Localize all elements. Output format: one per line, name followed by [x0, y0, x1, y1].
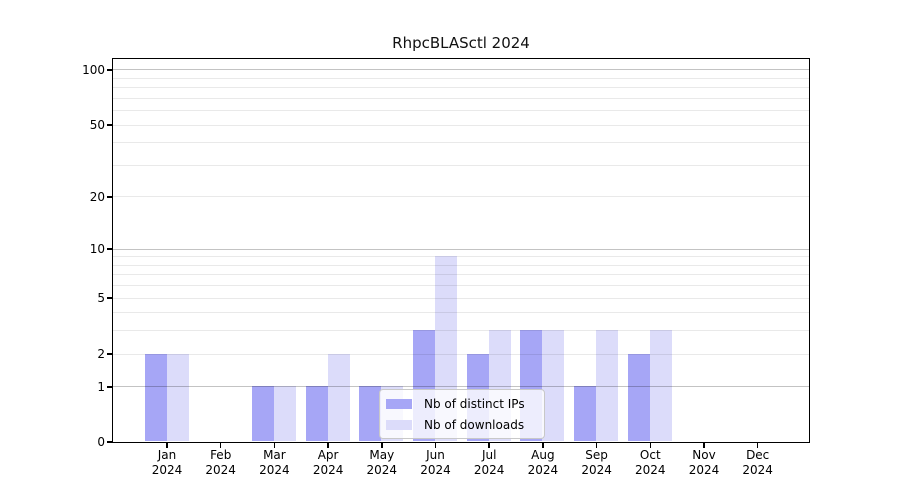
y-tick	[107, 196, 112, 198]
y-tick-label: 20	[89, 189, 105, 204]
y-tick	[107, 124, 112, 126]
bar-distinct-ips	[359, 386, 382, 441]
x-tick-label: Mar 2024	[259, 448, 290, 477]
x-tick-label: May 2024	[366, 448, 398, 477]
y-tick-label: 0	[97, 435, 105, 449]
x-tick	[756, 443, 759, 448]
x-tick	[542, 443, 544, 448]
gridline-major	[113, 69, 809, 71]
bar-distinct-ips	[305, 386, 328, 441]
x-tick	[595, 443, 598, 448]
legend-swatch-downloads	[386, 419, 412, 430]
x-tick-label: Jun 2024	[420, 448, 451, 477]
x-tick	[649, 443, 652, 448]
x-tick-label: Nov 2024	[688, 448, 720, 477]
gridline-minor	[113, 297, 809, 299]
legend-label-downloads: Nb of downloads	[424, 417, 525, 432]
y-tick-label: 5	[97, 291, 105, 306]
x-tick-label: Jan 2024	[151, 448, 183, 477]
x-tick	[327, 443, 329, 448]
gridline-minor	[113, 110, 809, 112]
legend-swatch-distinct-ips	[386, 398, 412, 409]
bar-distinct-ips	[627, 353, 650, 441]
legend-item-downloads: Nb of downloads	[386, 417, 538, 433]
x-tick-label: Sep 2024	[581, 448, 612, 477]
bar-distinct-ips	[574, 386, 597, 441]
legend-label-distinct-ips: Nb of distinct IPs	[424, 396, 525, 411]
y-tick-label: 100	[82, 62, 105, 77]
bar-downloads	[327, 353, 350, 441]
gridline-minor	[113, 274, 809, 276]
x-tick	[381, 443, 383, 448]
y-tick	[107, 386, 112, 388]
y-tick-label: 10	[89, 242, 105, 257]
y-tick-label: 2	[97, 347, 105, 362]
gridline-minor	[113, 77, 809, 79]
y-tick-label: 1	[97, 379, 105, 394]
x-tick	[488, 443, 490, 448]
gridline-minor	[113, 256, 809, 258]
y-tick	[107, 248, 112, 250]
bar-downloads	[542, 330, 565, 441]
bar-downloads	[596, 330, 619, 441]
x-tick-label: Aug 2024	[527, 448, 559, 477]
chart-title: RhpcBLASctl 2024	[392, 34, 530, 52]
gridline-minor	[113, 164, 809, 166]
x-tick-label: Jul 2024	[473, 448, 505, 477]
x-tick	[434, 443, 437, 448]
plot-area	[112, 58, 810, 443]
gridline-minor	[113, 285, 809, 287]
gridline-minor	[113, 142, 809, 144]
gridline-minor	[113, 196, 809, 198]
bar-downloads	[166, 353, 189, 441]
y-tick	[107, 441, 112, 443]
gridline-minor	[113, 87, 809, 89]
x-tick	[273, 443, 276, 448]
x-tick-label: Apr 2024	[312, 448, 344, 477]
bar-downloads	[649, 330, 672, 441]
x-tick	[166, 443, 168, 448]
x-tick-label: Dec 2024	[742, 448, 773, 477]
gridline-minor	[113, 97, 809, 99]
gridline-major	[113, 248, 809, 250]
bar-distinct-ips	[144, 353, 167, 441]
y-tick	[107, 353, 112, 355]
gridline-minor	[113, 330, 809, 332]
x-tick	[219, 443, 222, 448]
x-tick-label: Oct 2024	[635, 448, 666, 477]
gridline-major	[113, 386, 809, 388]
bar-downloads	[273, 386, 296, 441]
legend-item-distinct-ips: Nb of distinct IPs	[386, 396, 538, 412]
gridline-minor	[113, 264, 809, 266]
y-tick	[107, 69, 112, 71]
bar-distinct-ips	[251, 386, 274, 441]
gridline-minor	[113, 124, 809, 126]
y-tick	[107, 297, 112, 299]
gridline-minor	[113, 353, 809, 355]
x-tick-label: Feb 2024	[205, 448, 236, 477]
x-tick	[703, 443, 705, 448]
y-tick-label: 50	[89, 118, 105, 133]
legend: Nb of distinct IPs Nb of downloads	[379, 389, 545, 439]
gridline-minor	[113, 312, 809, 314]
